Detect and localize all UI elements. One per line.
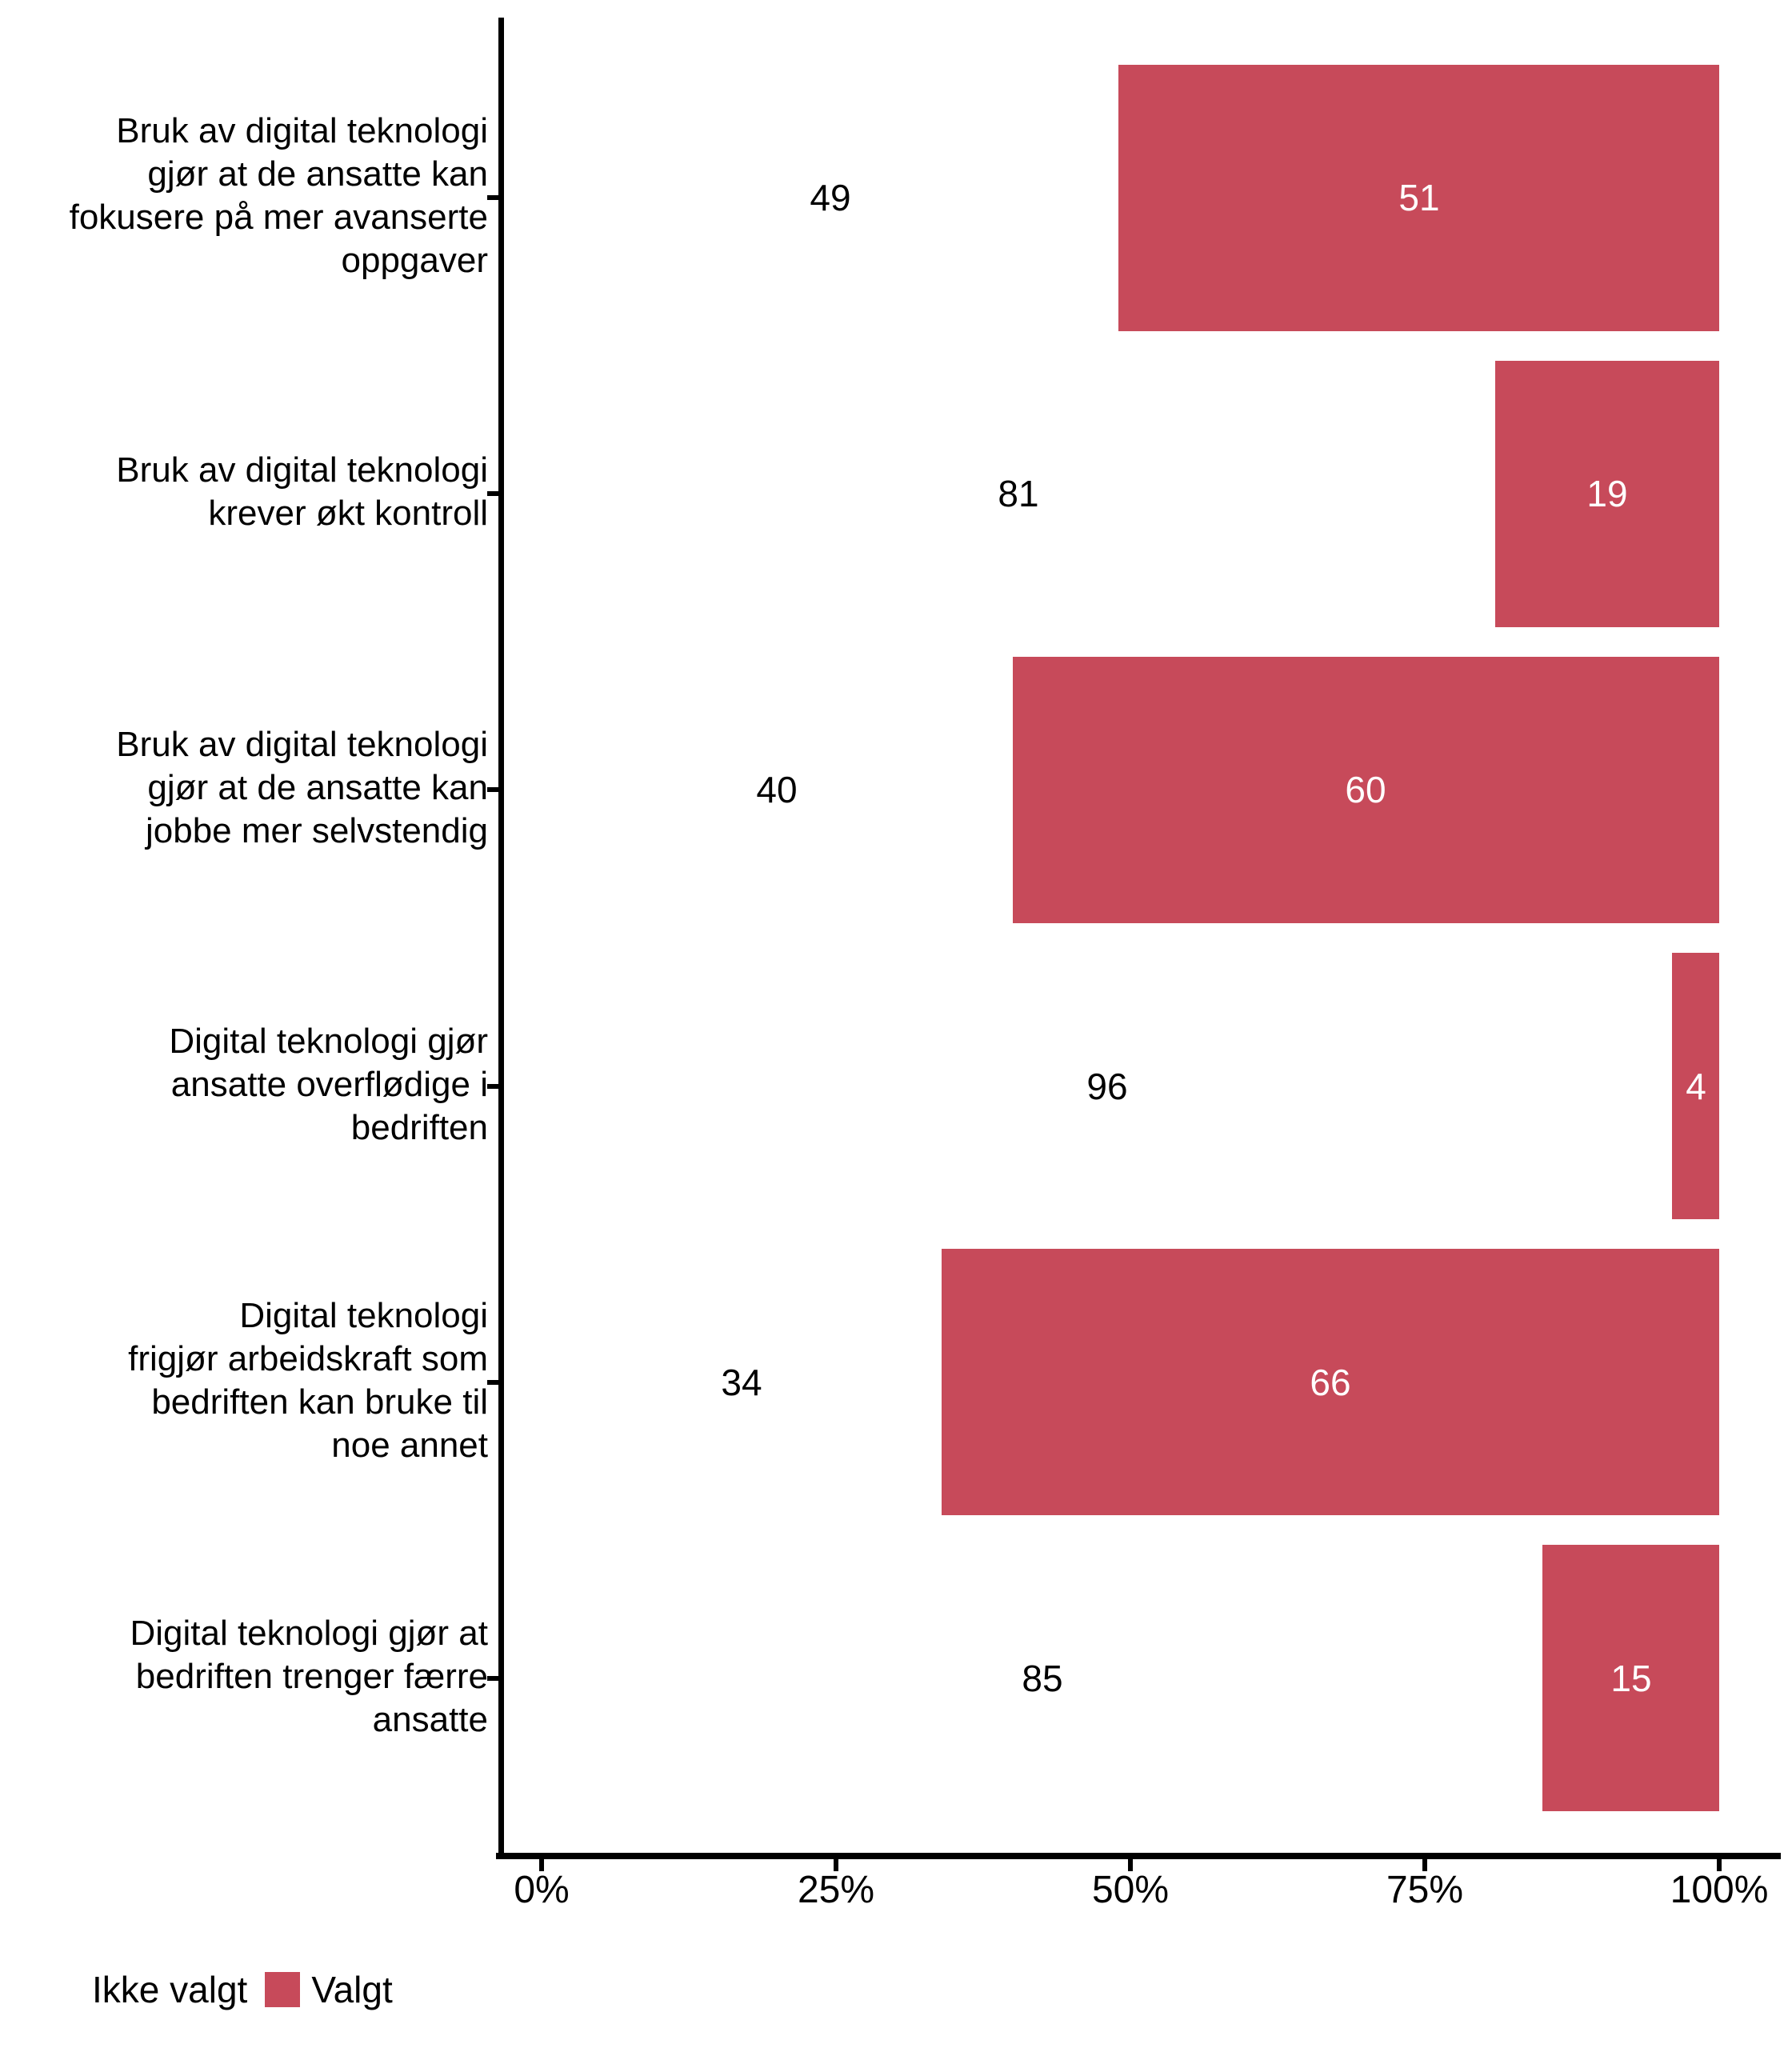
value-label-valgt: 66 (1310, 1362, 1351, 1403)
category-label-line: Digital teknologi gjør at (130, 1614, 488, 1653)
category-label: Digital teknologi gjør at bedriften treng… (0, 1612, 488, 1742)
y-axis-tick (487, 491, 498, 496)
x-axis-tick (1422, 1859, 1427, 1871)
category-label: Bruk av digital teknologi gjør at de ansa… (0, 723, 488, 853)
x-axis-tick (1717, 1859, 1722, 1871)
x-axis-tick-label: 50% (1091, 1869, 1170, 1911)
y-axis-tick (487, 1676, 498, 1681)
x-axis-tick (1128, 1859, 1133, 1871)
category-label-line: bedriften kan bruke til (151, 1382, 488, 1422)
value-label-valgt: 15 (1610, 1658, 1652, 1699)
bar-segment-valgt (1672, 953, 1719, 1219)
category-label-line: ansatte overflødige i (170, 1065, 488, 1104)
value-label-valgt: 19 (1586, 473, 1628, 514)
category-label-line: jobbe mer selvstendig (145, 811, 488, 850)
value-label-valgt: 51 (1398, 177, 1440, 218)
category-label-line: bedriften trenger færre (135, 1657, 488, 1696)
value-label-ikke-valgt: 96 (1086, 1066, 1128, 1107)
x-axis-tick-label: 0% (514, 1869, 570, 1911)
x-axis-line (496, 1853, 1781, 1859)
category-label-line: bedriften (350, 1108, 488, 1147)
legend-label-valgt: Valgt (311, 1969, 393, 2010)
bar-segment-ikke-valgt (542, 361, 1495, 627)
bar-segment-valgt (1542, 1545, 1719, 1811)
x-axis-tick-label: 100% (1670, 1869, 1769, 1911)
bar-segment-valgt (1495, 361, 1719, 627)
category-label-line: gjør at de ansatte kan (147, 154, 488, 194)
y-axis-tick (487, 195, 498, 200)
category-label-line: frigjør arbeidskraft som (128, 1339, 488, 1378)
value-label-ikke-valgt: 34 (721, 1362, 762, 1403)
value-label-ikke-valgt: 81 (998, 473, 1039, 514)
bar-segment-ikke-valgt (542, 953, 1672, 1219)
y-axis-line (498, 18, 504, 1859)
value-label-ikke-valgt: 40 (756, 769, 798, 810)
category-label-line: Bruk av digital teknologi (116, 111, 488, 150)
category-label-line: fokusere på mer avanserte (69, 198, 488, 237)
bar-segment-ikke-valgt (542, 657, 1013, 923)
bar-segment-valgt (1013, 657, 1719, 923)
x-axis-tick-label: 25% (797, 1869, 875, 1911)
value-label-valgt: 60 (1345, 769, 1386, 810)
category-label-line: krever økt kontroll (208, 494, 488, 533)
y-axis-tick (487, 1380, 498, 1385)
value-label-ikke-valgt: 85 (1022, 1658, 1063, 1699)
bar-segment-ikke-valgt (542, 1545, 1542, 1811)
bar-segment-valgt (1118, 65, 1719, 331)
bar-segment-valgt (942, 1249, 1719, 1515)
x-axis-tick-label: 75% (1386, 1869, 1464, 1911)
legend-label-ikke-valgt: Ikke valgt (92, 1969, 248, 2010)
bar-segment-ikke-valgt (542, 65, 1118, 331)
x-axis-tick (539, 1859, 544, 1871)
legend-key-valgt (265, 1972, 301, 2007)
category-label: Digital teknologi gjør ansatte overflødig… (0, 1020, 488, 1150)
category-label-line: Digital teknologi gjør (169, 1022, 488, 1061)
category-label-line: ansatte (372, 1700, 488, 1739)
legend: Ikke valgt Valgt (46, 1968, 410, 2011)
category-label-line: oppgaver (341, 241, 488, 280)
category-label-line: noe annet (331, 1426, 488, 1465)
legend-key-ikke-valgt (46, 1972, 81, 2007)
y-axis-tick (487, 1084, 498, 1089)
x-axis-tick (834, 1859, 838, 1871)
value-label-valgt: 4 (1686, 1066, 1706, 1107)
category-label-line: Bruk av digital teknologi (116, 725, 488, 764)
category-label-line: gjør at de ansatte kan (147, 768, 488, 807)
category-label-line: Bruk av digital teknologi (116, 450, 488, 490)
value-label-ikke-valgt: 49 (810, 177, 851, 218)
category-label: Bruk av digital teknologi krever økt kont… (0, 449, 488, 535)
category-label-line: Digital teknologi (239, 1296, 488, 1335)
category-label: Bruk av digital teknologi gjør at de ansa… (0, 110, 488, 282)
y-axis-tick (487, 787, 498, 792)
category-label: Digital teknologi frigjør arbeidskraft so… (0, 1294, 488, 1467)
bar-segment-ikke-valgt (542, 1249, 942, 1515)
